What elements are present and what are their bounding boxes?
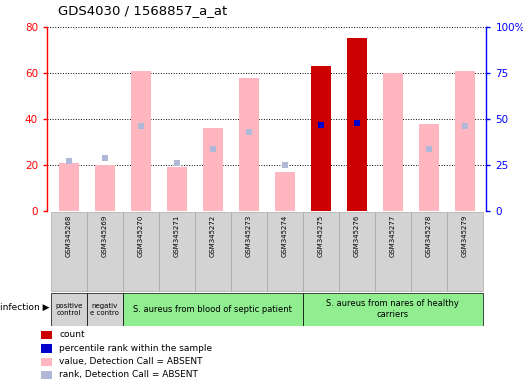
Text: GSM345273: GSM345273 [246,214,252,257]
FancyBboxPatch shape [87,293,122,326]
Bar [455,71,475,211]
Text: GSM345274: GSM345274 [282,214,288,257]
Text: GSM345276: GSM345276 [354,214,360,257]
Text: S. aureus from nares of healthy
carriers: S. aureus from nares of healthy carriers [326,300,459,319]
FancyBboxPatch shape [159,212,195,291]
Text: positive
control: positive control [55,303,82,316]
FancyBboxPatch shape [411,212,447,291]
Text: GSM345268: GSM345268 [66,214,72,257]
FancyBboxPatch shape [339,212,374,291]
Bar [203,128,223,211]
Text: GDS4030 / 1568857_a_at: GDS4030 / 1568857_a_at [58,4,227,17]
Text: GSM345272: GSM345272 [210,214,215,257]
FancyBboxPatch shape [41,344,52,353]
Bar [419,124,439,211]
Bar [239,78,259,211]
FancyBboxPatch shape [87,212,122,291]
FancyBboxPatch shape [303,212,338,291]
FancyBboxPatch shape [123,293,303,326]
FancyBboxPatch shape [123,212,158,291]
FancyBboxPatch shape [41,331,52,339]
FancyBboxPatch shape [41,358,52,366]
Bar [131,71,151,211]
Bar [275,172,294,211]
FancyBboxPatch shape [231,212,267,291]
FancyBboxPatch shape [195,212,231,291]
Bar [59,163,78,211]
Text: GSM345278: GSM345278 [426,214,432,257]
FancyBboxPatch shape [375,212,411,291]
Text: GSM345275: GSM345275 [318,214,324,257]
FancyBboxPatch shape [51,212,86,291]
Bar [95,165,115,211]
Text: count: count [59,331,85,339]
Text: percentile rank within the sample: percentile rank within the sample [59,344,212,353]
Text: GSM345270: GSM345270 [138,214,144,257]
Text: rank, Detection Call = ABSENT: rank, Detection Call = ABSENT [59,371,198,379]
Text: infection ▶: infection ▶ [0,303,50,312]
FancyBboxPatch shape [267,212,303,291]
Text: S. aureus from blood of septic patient: S. aureus from blood of septic patient [133,305,292,314]
Text: GSM345271: GSM345271 [174,214,180,257]
Bar [347,38,367,211]
Text: GSM345269: GSM345269 [101,214,108,257]
Text: negativ
e contro: negativ e contro [90,303,119,316]
FancyBboxPatch shape [41,371,52,379]
Bar [311,66,331,211]
Text: GSM345277: GSM345277 [390,214,396,257]
Bar [383,73,403,211]
FancyBboxPatch shape [51,293,86,326]
Text: GSM345279: GSM345279 [462,214,468,257]
Bar [167,167,187,211]
Text: value, Detection Call = ABSENT: value, Detection Call = ABSENT [59,358,202,366]
FancyBboxPatch shape [303,293,483,326]
FancyBboxPatch shape [447,212,483,291]
